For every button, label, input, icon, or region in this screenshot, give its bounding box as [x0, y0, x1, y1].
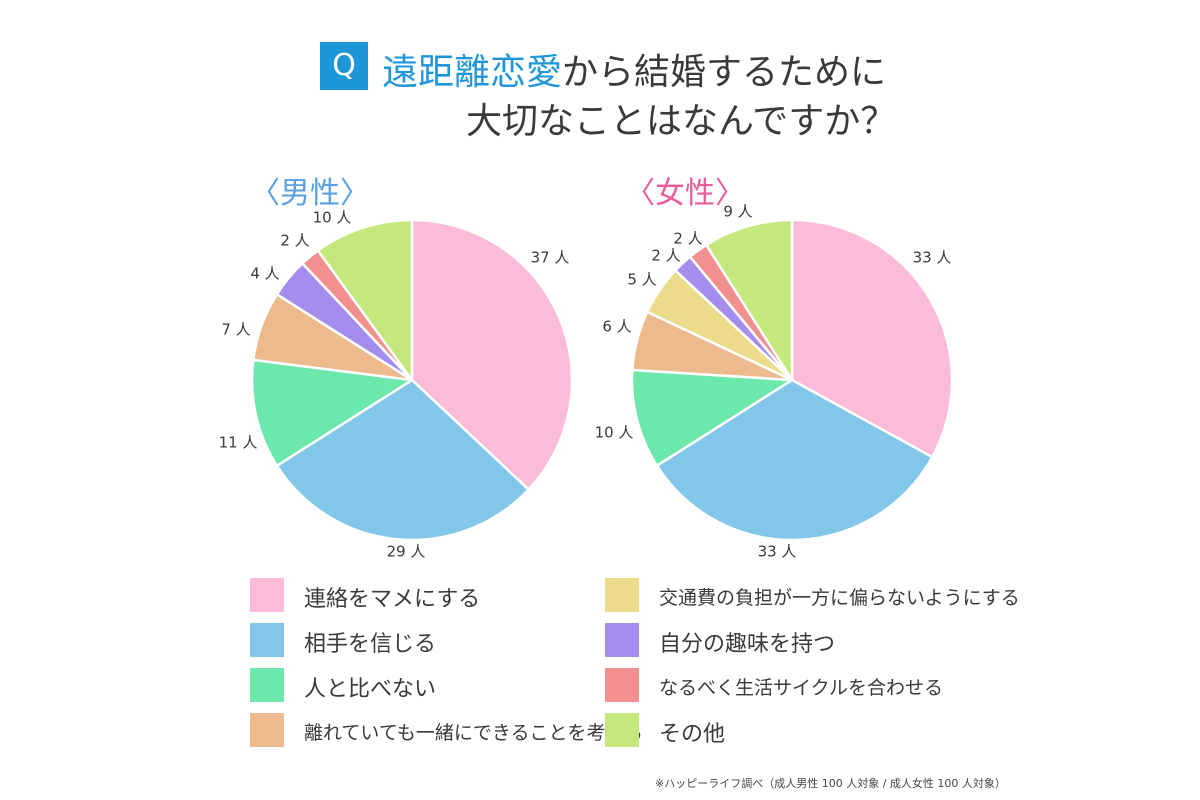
legend-label: 自分の趣味を持つ [659, 632, 836, 658]
pie-slice [250, 358, 414, 467]
pie-slice [410, 218, 574, 491]
slice-value-label: 5 人 [627, 271, 656, 289]
legend-label: 離れていても一緒にできることを考える [304, 722, 643, 745]
slice-value-label: 33 人 [758, 543, 797, 561]
legend-swatch [250, 578, 284, 612]
title-accent: 遠距離恋愛 [382, 52, 563, 93]
slice-value-label: 10 人 [313, 209, 352, 227]
legend-label: 交通費の負担が一方に偏らないようにする [659, 587, 1020, 610]
male-chart-title: 〈男性〉 [250, 176, 370, 211]
slice-value-label: 6 人 [602, 318, 631, 336]
female-pie: 33 人 33 人 10 人 6 人 5 人 2 人2 人 9 人 [595, 203, 954, 561]
legend-swatch [250, 668, 284, 702]
slice-value-label: 2 人 [651, 247, 680, 265]
slice-value-label: 37 人 [531, 249, 570, 267]
pie-slice [705, 218, 794, 382]
pie-slice [316, 218, 414, 382]
slice-value-label: 2 人 [280, 232, 309, 250]
legend-swatch [250, 623, 284, 657]
pie-slice [790, 218, 954, 459]
legend-swatch [605, 668, 639, 702]
page-title-line2: 大切なことはなんですか？ [466, 101, 897, 142]
legend-swatch [605, 623, 639, 657]
slice-value-label: 4 人 [250, 265, 279, 283]
pie-slice [655, 378, 934, 542]
pie-slice [275, 378, 530, 542]
slice-value-label: 7 人 [221, 321, 250, 339]
legend-swatch [250, 713, 284, 747]
slice-value-label: 11 人 [219, 434, 258, 452]
page-title-line1: 遠距離恋愛から結婚するために [382, 43, 886, 95]
legend-label: その他 [659, 722, 726, 748]
question-badge: Q [320, 42, 368, 90]
title-rest: から結婚するために [562, 52, 887, 93]
male-pie: 37 人 29 人 11 人 7 人 4 人2 人10 人 [219, 209, 574, 561]
legend-swatch [605, 578, 639, 612]
slice-value-label: 33 人 [913, 249, 952, 267]
slice-value-label: 10 人 [595, 424, 634, 442]
legend-label: なるべく生活サイクルを合わせる [659, 677, 944, 700]
slice-value-label: 9 人 [723, 203, 752, 221]
slice-value-label: 29 人 [387, 543, 426, 561]
pie-slice [630, 368, 794, 467]
female-chart-title: 〈女性〉 [625, 176, 745, 211]
legend-label: 連絡をマメにする [304, 587, 481, 613]
slice-value-label: 2 人 [673, 230, 702, 248]
footnote: ※ハッピーライフ調べ（成人男性 100 人対象 / 成人女性 100 人対象） [655, 777, 1006, 790]
legend-swatch [605, 713, 639, 747]
legend-label: 人と比べない [304, 677, 437, 703]
legend-label: 相手を信じる [304, 632, 437, 658]
